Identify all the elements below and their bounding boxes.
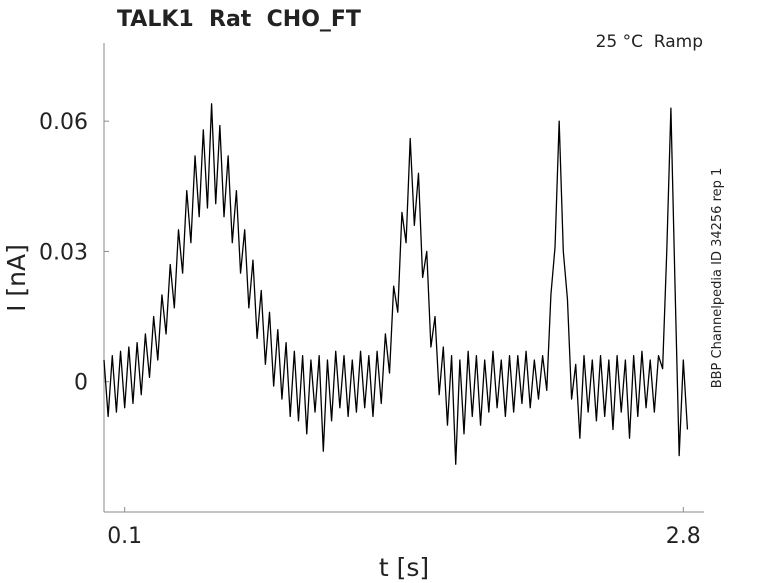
source-annotation: BBP Channelpedia ID 34256 rep 1	[710, 168, 725, 389]
y-tick-label: 0	[74, 371, 88, 396]
x-tick-label: 2.8	[666, 524, 701, 549]
x-axis-label: t [s]	[379, 553, 429, 582]
chart-subtitle: 25 °C Ramp	[596, 32, 703, 52]
y-axis-label: I [nA]	[2, 244, 31, 312]
current-trace	[103, 103, 689, 465]
y-tick-label: 0.06	[39, 110, 88, 135]
y-tick-label: 0.03	[39, 240, 88, 265]
chart-title: TALK1 Rat CHO_FT	[117, 7, 361, 32]
x-tick-label: 0.1	[107, 524, 142, 549]
